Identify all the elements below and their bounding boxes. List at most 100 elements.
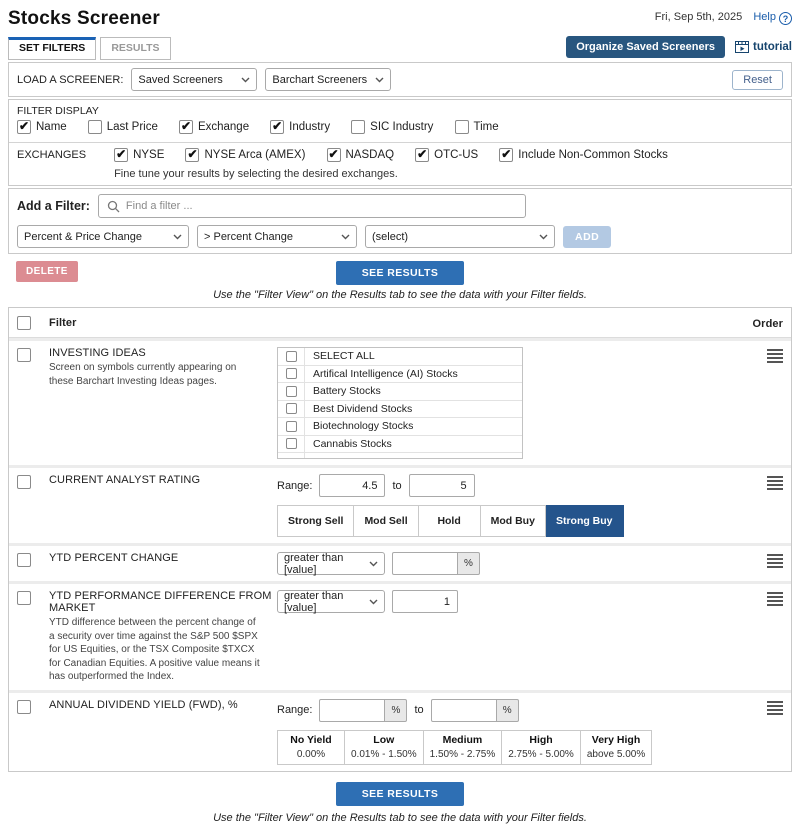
tutorial-link[interactable]: tutorial <box>735 41 792 53</box>
analyst-rating-max-input[interactable] <box>408 474 475 497</box>
list-item[interactable]: SELECT ALL <box>278 348 522 366</box>
analyst-rating-min-input[interactable] <box>319 474 386 497</box>
list-item[interactable]: Best Dividend Stocks <box>278 400 522 418</box>
ytd-performance-operator-dropdown[interactable]: greater than [value] <box>277 590 385 614</box>
checkbox-sic-industry[interactable] <box>351 120 366 134</box>
exchange-option-nyse[interactable]: NYSE <box>114 147 164 162</box>
band-no-yield: No Yield 0.00% <box>277 729 345 765</box>
chevron-down-icon <box>241 77 250 83</box>
help-link[interactable]: Help <box>753 11 776 23</box>
filter-search-box[interactable] <box>97 194 526 218</box>
list-item[interactable]: Cannabis Stocks <box>278 435 522 453</box>
filter-value-dropdown[interactable]: (select) <box>365 225 555 248</box>
segment-hold[interactable]: Hold <box>418 505 481 537</box>
dividend-yield-checkbox[interactable] <box>17 699 31 714</box>
see-results-button-bottom[interactable]: SEE RESULTS <box>335 781 465 806</box>
percent-suffix: % <box>385 698 408 722</box>
order-column-header: Order <box>752 317 783 330</box>
percent-suffix: % <box>458 552 480 575</box>
filter-field-dropdown[interactable]: > Percent Change <box>197 225 357 248</box>
exchanges-hint: Fine tune your results by selecting the … <box>114 168 398 180</box>
see-results-button-top[interactable]: SEE RESULTS <box>335 261 465 285</box>
drag-order-icon[interactable] <box>767 554 783 568</box>
filter-description: Screen on symbols currently appearing on… <box>49 362 237 387</box>
ytd-percent-value-input[interactable] <box>392 552 458 575</box>
checkbox-name[interactable] <box>17 119 31 134</box>
exchange-option-non-common[interactable]: Include Non-Common Stocks <box>499 147 668 162</box>
exchange-option-otc-us[interactable]: OTC-US <box>415 147 478 162</box>
segment-strong-sell[interactable]: Strong Sell <box>277 505 355 537</box>
organize-saved-screeners-button[interactable]: Organize Saved Screeners <box>566 36 726 58</box>
filter-row-dividend-yield: ANNUAL DIVIDEND YIELD (FWD), % Range: % … <box>9 689 791 771</box>
ytd-percent-operator-dropdown[interactable]: greater than [value] <box>277 552 385 576</box>
segment-mod-sell[interactable]: Mod Sell <box>354 505 419 537</box>
list-item[interactable]: Battery Stocks <box>278 383 522 401</box>
page-header: Stocks Screener Fri, Sep 5th, 2025 Help … <box>8 8 792 30</box>
dividend-yield-min-input[interactable] <box>319 698 386 722</box>
dividend-yield-max-input[interactable] <box>430 698 497 722</box>
list-item[interactable]: Artifical Intelligence (AI) Stocks <box>278 365 522 383</box>
ytd-performance-checkbox[interactable] <box>17 591 31 605</box>
drag-order-icon[interactable] <box>767 476 783 490</box>
list-item-partial <box>278 453 522 458</box>
load-screener-row: LOAD A SCREENER: Saved Screeners Barchar… <box>9 63 791 96</box>
checkbox-select-all[interactable] <box>285 350 297 362</box>
tab-bar: SET FILTERS RESULTS <box>8 37 171 60</box>
drag-order-icon[interactable] <box>767 700 783 715</box>
checkbox-otc-us[interactable] <box>415 147 430 162</box>
drag-order-icon[interactable] <box>767 592 783 606</box>
drag-order-icon[interactable] <box>767 349 783 363</box>
checkbox-best-dividend-stocks[interactable] <box>285 403 297 415</box>
ytd-performance-value-input[interactable] <box>392 590 458 613</box>
add-filter-button[interactable]: ADD <box>563 225 612 248</box>
checkbox-last-price[interactable] <box>87 120 102 134</box>
filter-table: Filter Order INVESTING IDEAS Screen on s… <box>8 307 792 772</box>
video-icon <box>735 41 750 53</box>
investing-ideas-listbox[interactable]: SELECT ALL Artifical Intelligence (AI) S… <box>277 347 523 459</box>
tab-set-filters[interactable]: SET FILTERS <box>8 37 97 60</box>
checkbox-time[interactable] <box>454 120 469 134</box>
add-filter-row: Add a Filter: <box>9 189 791 223</box>
barchart-screeners-dropdown[interactable]: Barchart Screeners <box>265 68 392 91</box>
filter-display-option-name[interactable]: Name <box>17 119 67 134</box>
checkbox-non-common[interactable] <box>499 147 514 162</box>
help-icon[interactable]: ? <box>779 12 792 25</box>
delete-button[interactable]: DELETE <box>16 261 78 282</box>
ytd-percent-change-checkbox[interactable] <box>17 553 31 567</box>
reset-button[interactable]: Reset <box>732 69 783 90</box>
filter-display-label: FILTER DISPLAY <box>17 105 99 117</box>
filter-display-section: FILTER DISPLAY Name Last Price Exchange … <box>9 100 791 142</box>
checkbox-exchange[interactable] <box>178 119 193 134</box>
checkbox-battery-stocks[interactable] <box>285 385 297 397</box>
filter-display-option-industry[interactable]: Industry <box>270 119 330 134</box>
investing-ideas-checkbox[interactable] <box>17 348 31 362</box>
tutorial-label: tutorial <box>753 41 792 53</box>
filter-search-input[interactable] <box>125 200 517 212</box>
checkbox-nyse-arca[interactable] <box>185 147 200 162</box>
filter-category-dropdown[interactable]: Percent & Price Change <box>17 225 189 248</box>
select-all-filters-checkbox[interactable] <box>17 316 31 330</box>
to-label: to <box>414 704 424 716</box>
filter-display-option-sic-industry[interactable]: SIC Industry <box>351 120 433 134</box>
checkbox-ai-stocks[interactable] <box>285 368 297 380</box>
filter-display-option-time[interactable]: Time <box>454 120 499 134</box>
exchange-option-nyse-arca[interactable]: NYSE Arca (AMEX) <box>185 147 305 162</box>
checkbox-biotechnology-stocks[interactable] <box>285 420 297 432</box>
tab-results[interactable]: RESULTS <box>100 37 171 60</box>
checkbox-industry[interactable] <box>270 119 285 134</box>
filter-display-option-exchange[interactable]: Exchange <box>178 119 249 134</box>
checkbox-nyse[interactable] <box>114 147 129 162</box>
segment-strong-buy[interactable]: Strong Buy <box>545 505 624 537</box>
filter-display-option-last-price[interactable]: Last Price <box>87 120 158 134</box>
filter-name: YTD PERFORMANCE DIFFERENCE FROM MARKET <box>49 590 272 614</box>
checkbox-nasdaq[interactable] <box>326 147 341 162</box>
saved-screeners-dropdown[interactable]: Saved Screeners <box>131 68 258 91</box>
filter-row-ytd-performance: YTD PERFORMANCE DIFFERENCE FROM MARKET Y… <box>9 581 791 690</box>
list-item[interactable]: Biotechnology Stocks <box>278 418 522 436</box>
segment-mod-buy[interactable]: Mod Buy <box>480 505 546 537</box>
load-screener-label: LOAD A SCREENER: <box>17 73 124 86</box>
range-label: Range: <box>277 479 313 492</box>
checkbox-cannabis-stocks[interactable] <box>285 438 297 450</box>
analyst-rating-checkbox[interactable] <box>17 475 31 489</box>
exchange-option-nasdaq[interactable]: NASDAQ <box>326 147 394 162</box>
